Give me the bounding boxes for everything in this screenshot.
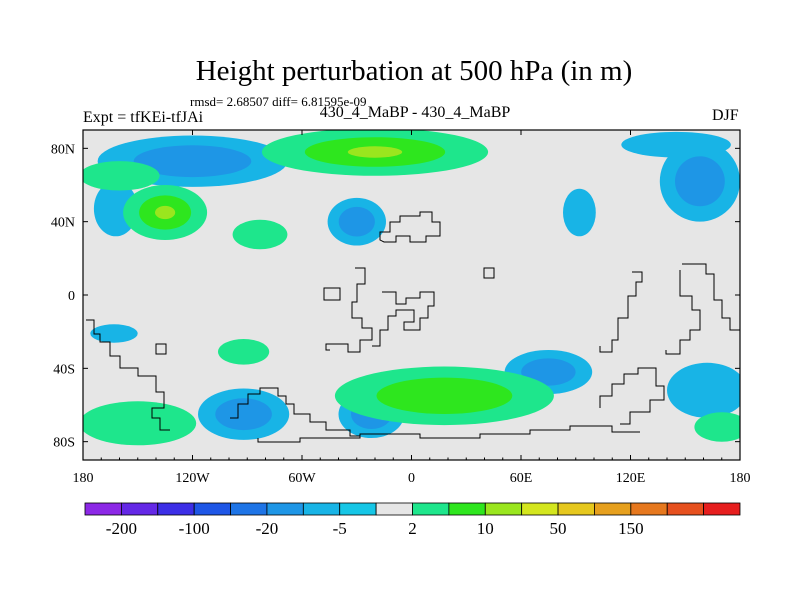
y-tick-label: 80S (53, 436, 75, 451)
colorbar-swatch (557, 502, 595, 516)
coastline-africa (325, 267, 373, 353)
contour-region-9-level-1 (521, 358, 576, 386)
colorbar-swatch (157, 502, 195, 516)
case-label: 430_4_MaBP - 430_4_MaBP (319, 104, 511, 121)
contour-region-11-level-2 (347, 146, 403, 158)
x-tick-label: 0 (408, 471, 415, 486)
coastline-antarctic-peninsula (230, 387, 360, 437)
coastline-island-1 (323, 287, 341, 301)
colorbar-swatch (666, 502, 705, 516)
x-tick-label: 120W (175, 471, 210, 486)
colorbar-label: -200 (106, 519, 137, 538)
colorbar-swatch (630, 502, 668, 516)
colorbar-label: 50 (550, 519, 567, 538)
colorbar-swatch (703, 502, 741, 516)
x-tick-label: 120E (616, 471, 646, 486)
coastline-north-america (379, 211, 441, 243)
y-tick-label: 40S (53, 362, 75, 377)
colorbar: -200 -100 -20 -5 2 10 50 150 (84, 502, 741, 538)
coastline-asia (599, 271, 643, 353)
axes: 180 120W 60W 0 60E 120E 180 80N 40N 0 40S 80S (51, 130, 751, 486)
coastline-europe (372, 291, 435, 347)
x-tick-label: 180 (73, 471, 94, 486)
contour-region-10-level-0 (667, 362, 740, 418)
coastline-indonesia (665, 270, 701, 355)
colorbar-swatch (193, 502, 231, 516)
contour-fills (83, 130, 740, 446)
contour-region-18-level-0 (694, 412, 740, 442)
colorbar-swatch (84, 502, 122, 516)
coastline-australia (599, 367, 665, 425)
coastline-east-asia (682, 263, 740, 331)
coastline-antarctica (257, 425, 640, 443)
contour-region-7-level-1 (215, 398, 272, 431)
colorbar-swatch (266, 502, 304, 516)
colorbar-label: -20 (256, 519, 279, 538)
colorbar-swatch (448, 502, 486, 516)
experiment-label: Expt = tfKEi-tfJAi (83, 109, 204, 126)
colorbar-label: 10 (477, 519, 494, 538)
x-tick-label: 60E (510, 471, 533, 486)
x-tick-label: 60W (288, 471, 316, 486)
colorbar-label: 2 (408, 519, 417, 538)
contour-region-4-level-0 (563, 188, 596, 237)
colorbar-swatch (594, 502, 632, 516)
coastline-south-america (86, 319, 170, 431)
season-label: DJF (712, 107, 739, 124)
y-tick-label: 0 (68, 289, 75, 304)
coastline-island-3 (155, 343, 167, 355)
contour-region-5-level-0 (621, 131, 731, 158)
coastlines (86, 211, 740, 443)
contour-region-17-level-0 (83, 161, 160, 191)
colorbar-swatch (375, 502, 413, 516)
contour-region-3-level-1 (338, 206, 375, 237)
colorbar-swatch (120, 502, 159, 516)
colorbar-swatch (484, 502, 523, 516)
y-tick-label: 40N (51, 216, 75, 231)
y-tick-label: 80N (51, 142, 75, 157)
colorbar-label: -5 (333, 519, 347, 538)
contour-region-16-level-0 (83, 401, 197, 446)
colorbar-label: 150 (618, 519, 644, 538)
x-tick-label: 180 (730, 471, 751, 486)
colorbar-swatch (339, 502, 377, 516)
rmsd-stats-label: rmsd= 2.68507 diff= 6.81595e-09 (190, 94, 367, 109)
chart-title: Height perturbation at 500 hPa (in m) (195, 55, 633, 87)
contour-map (82, 129, 741, 461)
contour-region-14-level-0 (218, 339, 270, 365)
contour-region-13-level-0 (232, 219, 288, 250)
contour-region-15-level-1 (376, 377, 513, 414)
colorbar-swatch (230, 502, 268, 516)
colorbar-label: -100 (179, 519, 210, 538)
contour-region-0-level-1 (133, 145, 252, 178)
colorbar-swatch (521, 502, 559, 516)
contour-region-6-level-0 (90, 324, 138, 343)
contour-region-1-level-1 (675, 156, 725, 207)
coastline-island-2 (483, 267, 495, 279)
contour-region-12-level-2 (155, 205, 176, 220)
colorbar-swatch (412, 502, 450, 516)
colorbar-swatch (302, 502, 341, 516)
